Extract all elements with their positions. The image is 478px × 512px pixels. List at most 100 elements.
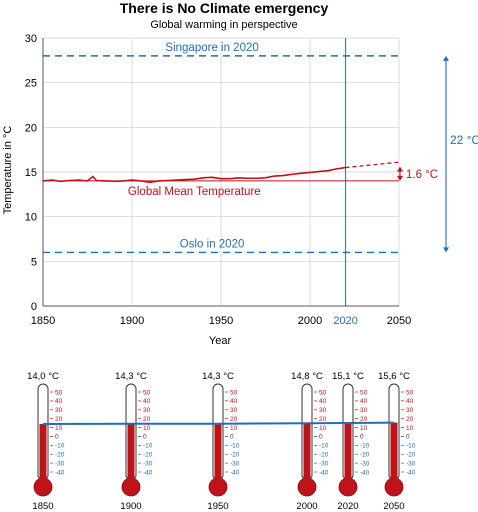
thermometer-mercury bbox=[303, 423, 311, 487]
scale-tick-label: 30 bbox=[360, 407, 368, 414]
y-tick-label: 0 bbox=[31, 301, 37, 313]
series-point bbox=[202, 177, 204, 179]
scale-tick-label: 50 bbox=[55, 389, 63, 396]
scale-tick-label: -40 bbox=[319, 469, 329, 476]
thermometer-2020: 50 40 30 20 10 0 -10 -20-30 -40 15,1 °C 2020 bbox=[332, 371, 370, 512]
scale-tick-label: 0 bbox=[406, 434, 410, 441]
scale-tick-label: 40 bbox=[360, 398, 368, 405]
y-tick-label: 20 bbox=[25, 122, 37, 134]
scale-tick-label: 20 bbox=[319, 416, 327, 423]
series-point bbox=[336, 168, 338, 170]
scale-tick-label: -20 bbox=[55, 452, 65, 459]
thermometer-mercury bbox=[390, 422, 398, 487]
scale-tick-label: -20 bbox=[143, 452, 153, 459]
scale-tick-label: -30 bbox=[143, 460, 153, 467]
thermometer-year: 2000 bbox=[296, 501, 317, 512]
series-point bbox=[131, 179, 133, 181]
annotation-label-city-gap: 22 °C bbox=[450, 133, 478, 147]
scale-tick-label: -30 bbox=[55, 460, 65, 467]
series-label-global-mean: Global Mean Temperature bbox=[128, 186, 261, 198]
series-point bbox=[220, 178, 222, 180]
scale-tick-label: 10 bbox=[230, 425, 238, 432]
scale-tick-label: 40 bbox=[55, 398, 63, 405]
series-point bbox=[264, 177, 267, 179]
scale-tick-label: 10 bbox=[55, 425, 63, 432]
annotation-arrow-warming-head-bottom bbox=[397, 175, 403, 181]
series-point bbox=[256, 177, 258, 179]
scale-tick-label: -30 bbox=[230, 460, 240, 467]
series-point bbox=[60, 180, 62, 182]
scale-tick-label: -10 bbox=[230, 443, 240, 450]
scale-tick-label: 30 bbox=[143, 407, 151, 414]
series-point bbox=[193, 178, 195, 180]
annotation-arrow-city-gap-head-bottom bbox=[443, 247, 449, 253]
series-point bbox=[327, 170, 329, 172]
y-tick-label: 10 bbox=[25, 212, 37, 224]
scale-tick-label: 40 bbox=[143, 398, 151, 405]
x-tick-label: 2020 bbox=[333, 315, 357, 327]
scale-tick-label: 50 bbox=[143, 389, 151, 396]
thermometer-reading: 15,6 °C bbox=[378, 371, 410, 382]
scale-tick-label: 40 bbox=[406, 398, 414, 405]
annotation-arrow-warming-head-top bbox=[397, 166, 403, 172]
series-point bbox=[211, 176, 213, 178]
x-tick-label: 2050 bbox=[387, 315, 411, 327]
thermometer-mercury bbox=[214, 423, 222, 487]
scale-tick-label: 20 bbox=[406, 416, 414, 423]
thermometer-year: 1850 bbox=[32, 501, 53, 512]
series-point bbox=[113, 180, 115, 182]
series-point bbox=[69, 179, 71, 182]
scale-tick-label: 10 bbox=[143, 425, 151, 432]
scale-tick-label: 50 bbox=[406, 389, 414, 396]
y-axis-label: Temperature in °C bbox=[2, 126, 14, 215]
series-point bbox=[122, 180, 124, 182]
thermometer-reading: 14,3 °C bbox=[115, 371, 147, 382]
y-tick-label: 30 bbox=[25, 33, 37, 45]
series-point bbox=[229, 178, 231, 180]
series-point bbox=[51, 179, 53, 181]
scale-tick-label: -30 bbox=[360, 460, 370, 467]
scale-tick-label: 20 bbox=[143, 416, 151, 423]
scale-tick-label: -30 bbox=[406, 460, 416, 467]
scale-tick-label: 10 bbox=[406, 425, 414, 432]
scale-tick-label: 0 bbox=[143, 434, 147, 441]
scale-tick-label: 50 bbox=[360, 389, 368, 396]
thermometer-mercury bbox=[39, 424, 47, 487]
x-axis-label: Year bbox=[209, 335, 232, 347]
scale-tick-label: 0 bbox=[55, 434, 59, 441]
scale-tick-label: 20 bbox=[55, 416, 63, 423]
scale-tick-label: -10 bbox=[319, 443, 329, 450]
series-point bbox=[247, 177, 249, 179]
series-point bbox=[78, 179, 80, 181]
y-tick-label: 5 bbox=[31, 256, 37, 268]
scale-tick-label: -10 bbox=[406, 443, 416, 450]
thermometer-reading: 14,8 °C bbox=[291, 371, 323, 382]
scale-tick-label: 40 bbox=[319, 398, 327, 405]
series-line-global-mean bbox=[42, 166, 346, 184]
series-point bbox=[184, 178, 186, 181]
scale-tick-label: -20 bbox=[319, 452, 329, 459]
series-point bbox=[95, 179, 97, 182]
x-tick-label: 1950 bbox=[209, 315, 233, 327]
series-point bbox=[238, 177, 240, 179]
series-point bbox=[318, 170, 320, 173]
scale-tick-label: -40 bbox=[406, 469, 416, 476]
series-point bbox=[42, 180, 44, 182]
series-point bbox=[92, 175, 94, 178]
series-point bbox=[291, 173, 293, 175]
chart-subtitle: Global warming in perspective bbox=[150, 19, 297, 31]
reference-label-singapore: Singapore in 2020 bbox=[165, 42, 258, 54]
scale-tick-label: 10 bbox=[360, 425, 368, 432]
x-tick-label: 1850 bbox=[31, 315, 55, 327]
scale-tick-label: -40 bbox=[143, 469, 153, 476]
scale-tick-label: -40 bbox=[230, 469, 240, 476]
thermometer-reading: 14,3 °C bbox=[202, 371, 234, 382]
scale-tick-label: 30 bbox=[319, 407, 327, 414]
x-tick-label: 1900 bbox=[120, 315, 144, 327]
scale-tick-label: 30 bbox=[406, 407, 414, 414]
trend-projection-line bbox=[345, 161, 400, 169]
y-tick-label: 15 bbox=[25, 167, 37, 179]
thermometer-reading: 14,0 °C bbox=[27, 371, 59, 382]
series-point bbox=[149, 181, 151, 183]
